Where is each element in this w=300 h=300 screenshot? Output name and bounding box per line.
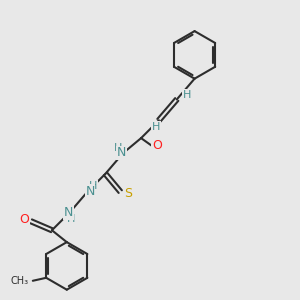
Text: S: S <box>124 187 133 200</box>
Text: H: H <box>183 90 191 100</box>
Text: O: O <box>20 213 29 226</box>
Text: H: H <box>89 181 97 191</box>
Text: N: N <box>85 185 94 198</box>
Text: N: N <box>64 206 73 219</box>
Text: H: H <box>114 142 122 153</box>
Text: H: H <box>152 122 160 132</box>
Text: CH₃: CH₃ <box>10 276 28 286</box>
Text: H: H <box>67 214 75 224</box>
Text: N: N <box>117 146 127 160</box>
Text: O: O <box>152 139 162 152</box>
